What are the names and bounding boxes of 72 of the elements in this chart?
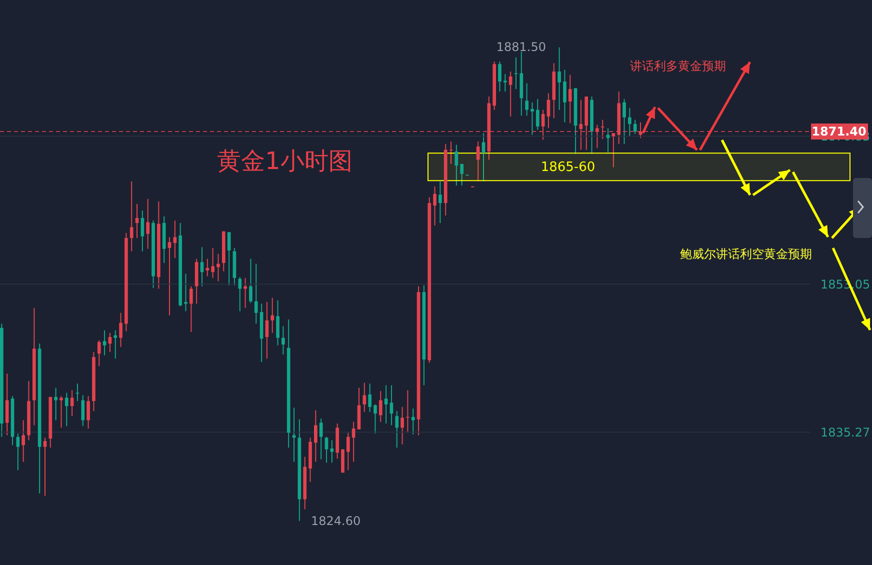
candlestick bbox=[395, 410, 399, 448]
candlestick bbox=[476, 140, 480, 182]
candlestick bbox=[60, 396, 63, 428]
candlestick bbox=[43, 437, 47, 496]
candlestick bbox=[498, 61, 502, 92]
candlestick bbox=[216, 253, 220, 282]
candlestick bbox=[64, 392, 68, 427]
candlestick bbox=[324, 436, 328, 464]
candlestick bbox=[276, 300, 280, 346]
text: 黄金1小时图 bbox=[217, 147, 352, 175]
candlestick bbox=[628, 108, 632, 137]
candlestick bbox=[5, 373, 9, 436]
candlestick bbox=[244, 277, 247, 308]
candlestick bbox=[330, 440, 334, 464]
candlestick bbox=[168, 236, 172, 316]
candlestick bbox=[525, 82, 528, 116]
candlestick bbox=[433, 186, 436, 226]
annotation: 讲话利多黄金预期 bbox=[630, 59, 726, 73]
candlestick bbox=[189, 286, 193, 333]
candlestick bbox=[238, 276, 242, 312]
candlestick bbox=[282, 326, 285, 355]
candlestick bbox=[622, 98, 626, 144]
candlestick bbox=[249, 258, 252, 304]
candlestick bbox=[558, 46, 561, 110]
candlestick bbox=[86, 396, 90, 430]
candlestick bbox=[254, 263, 258, 324]
candlestick bbox=[411, 408, 415, 435]
y-tick-label: 1835.27 bbox=[820, 426, 870, 440]
candlestick bbox=[400, 406, 404, 445]
candlestick bbox=[206, 258, 210, 277]
candlestick bbox=[184, 273, 188, 312]
candlestick bbox=[130, 180, 134, 252]
candlestick bbox=[22, 420, 26, 462]
candlestick bbox=[119, 312, 122, 348]
annotation: 1824.60 bbox=[311, 514, 361, 528]
candlestick bbox=[346, 432, 350, 471]
candlestick bbox=[173, 220, 177, 258]
candlestick bbox=[508, 71, 512, 117]
candlestick bbox=[438, 180, 442, 224]
candlestick bbox=[135, 203, 139, 238]
candlestick bbox=[54, 387, 58, 421]
candlestick bbox=[270, 297, 274, 334]
candlestick bbox=[563, 69, 566, 123]
candlestick bbox=[390, 384, 394, 426]
candlestick bbox=[314, 410, 318, 462]
candlestick bbox=[146, 198, 150, 250]
candlestick bbox=[384, 384, 388, 424]
candlestick bbox=[568, 74, 572, 124]
candlestick bbox=[16, 433, 20, 471]
candlestick bbox=[374, 404, 377, 434]
candlestick bbox=[368, 383, 372, 412]
candlestick bbox=[227, 232, 231, 286]
candlestick bbox=[633, 119, 637, 134]
candlestick bbox=[102, 330, 106, 356]
candlestick bbox=[140, 210, 144, 252]
candlestick bbox=[319, 418, 323, 460]
candlestick bbox=[514, 56, 518, 90]
candlestick bbox=[530, 102, 534, 136]
candlestick bbox=[200, 246, 204, 287]
candlestick bbox=[536, 98, 540, 130]
candlestick bbox=[362, 382, 366, 412]
candlestick bbox=[460, 163, 464, 186]
band-label: 1865-60 bbox=[540, 160, 596, 175]
annotation: 1881.50 bbox=[496, 40, 546, 54]
candlestick bbox=[503, 74, 507, 92]
candlestick bbox=[378, 390, 382, 422]
candlestick bbox=[70, 390, 74, 417]
candlestick bbox=[81, 394, 85, 427]
candlestick bbox=[97, 340, 101, 367]
annotation: 鲍威尔讲话利空黄金预期 bbox=[680, 247, 812, 261]
candlestick bbox=[114, 330, 118, 360]
candlestick bbox=[211, 247, 214, 278]
